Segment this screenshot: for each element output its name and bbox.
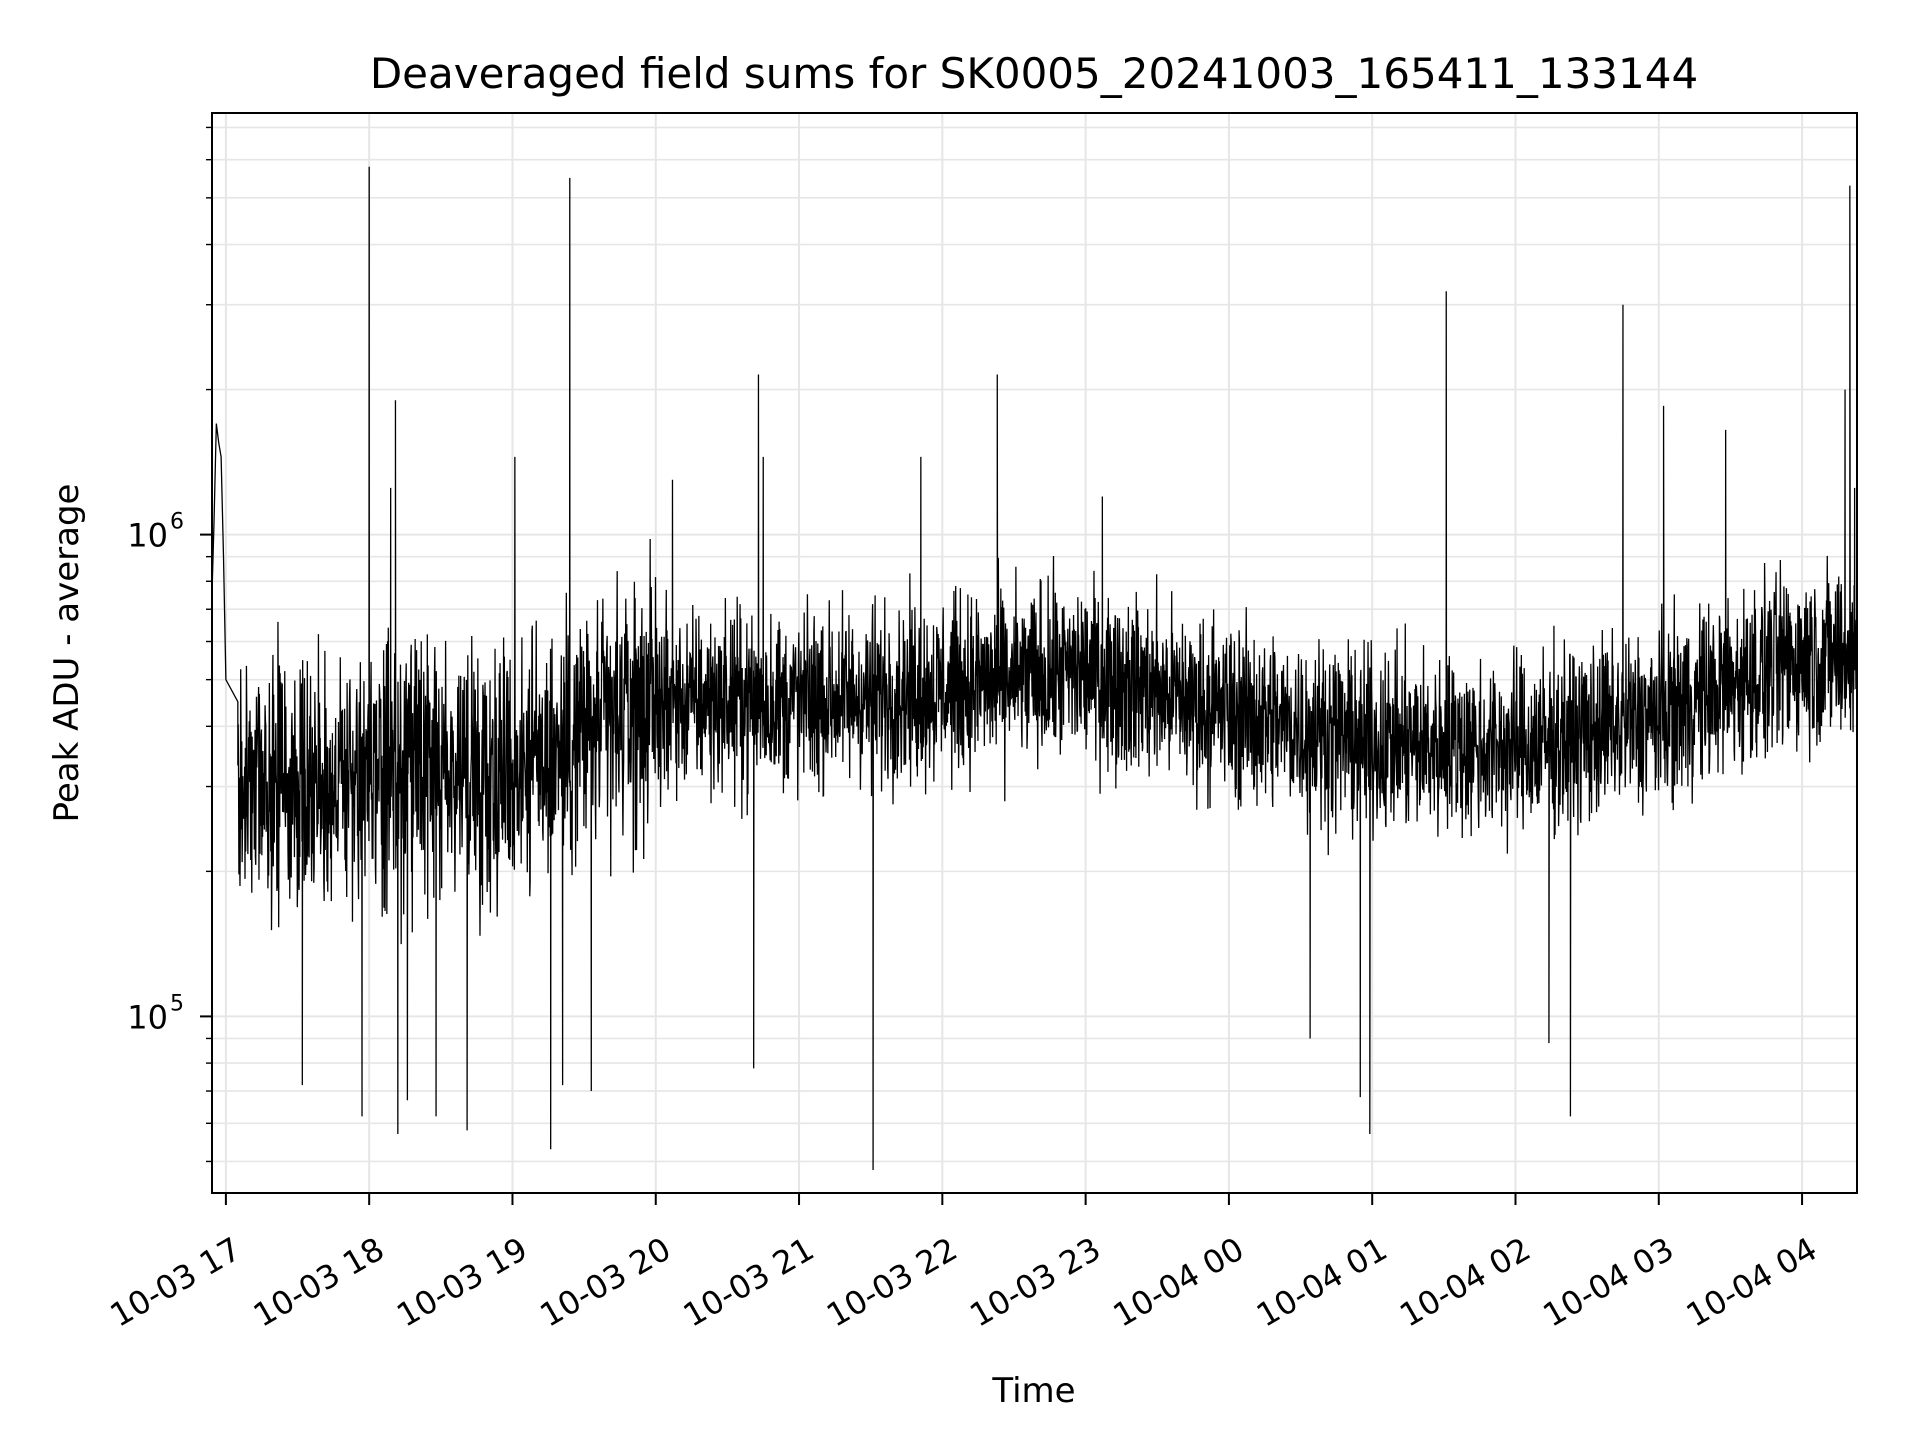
chart-title: Deaveraged field sums for SK0005_2024100… (370, 49, 1698, 98)
y-axis-label: Peak ADU - average (47, 484, 87, 823)
y-tick-label: 10 (127, 517, 168, 555)
x-axis-label: Time (991, 1371, 1075, 1411)
series-line (210, 166, 1857, 1170)
data-layer (210, 166, 1857, 1170)
plot-frame (211, 112, 1858, 1194)
y-tick-exponent: 6 (170, 510, 184, 535)
y-tick-label: 10 (127, 998, 168, 1036)
y-tick-exponent: 5 (170, 991, 184, 1016)
